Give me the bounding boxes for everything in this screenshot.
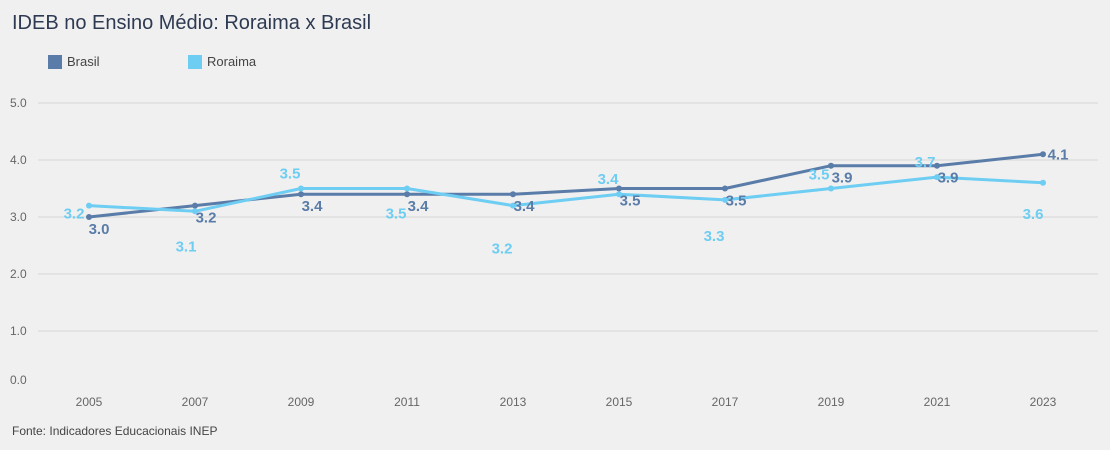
data-label-brasil: 3.9 xyxy=(832,170,853,187)
data-label-brasil: 3.5 xyxy=(726,193,747,210)
legend-swatch-brasil xyxy=(48,54,62,69)
x-tick-label: 2017 xyxy=(712,395,739,409)
legend-item-roraima[interactable]: Roraima xyxy=(188,54,256,69)
data-point-roraima[interactable] xyxy=(616,191,622,198)
data-label-brasil: 3.2 xyxy=(196,210,217,227)
data-label-roraima: 3.5 xyxy=(386,206,407,223)
x-tick-label: 2009 xyxy=(288,395,315,409)
data-label-roraima: 3.3 xyxy=(704,228,725,245)
y-tick-label: 5.0 xyxy=(10,96,27,110)
y-tick-label: 0.0 xyxy=(10,373,27,387)
data-label-roraima: 3.5 xyxy=(809,167,830,184)
data-point-brasil[interactable] xyxy=(86,214,92,220)
data-point-roraima[interactable] xyxy=(86,202,92,209)
series-line-roraima xyxy=(88,175,1044,213)
data-label-brasil: 3.4 xyxy=(302,198,324,215)
data-label-brasil: 3.0 xyxy=(89,221,110,238)
data-label-roraima: 3.2 xyxy=(64,206,85,223)
data-label-brasil: 3.4 xyxy=(408,198,430,215)
x-tick-label: 2021 xyxy=(924,395,951,409)
data-point-brasil[interactable] xyxy=(828,162,834,169)
y-tick-label: 1.0 xyxy=(10,324,27,338)
y-tick-label: 4.0 xyxy=(10,153,27,167)
chart-title: IDEB no Ensino Médio: Roraima x Brasil xyxy=(12,12,372,34)
legend-item-brasil[interactable]: Brasil xyxy=(48,54,100,69)
data-label-roraima: 3.1 xyxy=(176,238,197,255)
data-label-brasil: 3.9 xyxy=(938,170,959,187)
data-label-roraima: 3.7 xyxy=(915,154,936,171)
data-point-roraima[interactable] xyxy=(298,185,304,192)
data-point-roraima[interactable] xyxy=(1040,179,1046,186)
source-note: Fonte: Indicadores Educacionais INEP xyxy=(12,424,218,438)
data-point-brasil[interactable] xyxy=(616,185,622,192)
data-label-brasil: 3.4 xyxy=(514,198,536,215)
data-point-brasil[interactable] xyxy=(510,191,516,198)
y-tick-label: 2.0 xyxy=(10,267,27,281)
legend-label-roraima: Roraima xyxy=(207,54,257,69)
y-tick-label: 3.0 xyxy=(10,210,27,224)
x-tick-label: 2019 xyxy=(818,395,845,409)
x-tick-label: 2005 xyxy=(76,395,103,409)
data-point-brasil[interactable] xyxy=(404,191,410,198)
data-point-brasil[interactable] xyxy=(934,162,940,169)
data-label-roraima: 3.5 xyxy=(280,166,301,183)
data-point-roraima[interactable] xyxy=(722,196,728,203)
data-label-roraima: 3.4 xyxy=(598,171,620,188)
x-tick-label: 2013 xyxy=(500,395,527,409)
data-point-brasil[interactable] xyxy=(298,191,304,198)
x-tick-label: 2023 xyxy=(1030,395,1057,409)
data-point-roraima[interactable] xyxy=(404,185,410,192)
data-point-roraima[interactable] xyxy=(934,174,940,181)
legend-swatch-roraima xyxy=(188,54,202,69)
data-point-roraima[interactable] xyxy=(828,185,834,192)
x-tick-label: 2007 xyxy=(182,395,209,409)
series-line-brasil xyxy=(88,152,1044,219)
data-point-roraima[interactable] xyxy=(192,208,198,215)
data-label-roraima: 3.2 xyxy=(492,241,513,258)
data-label-roraima: 3.6 xyxy=(1023,206,1044,223)
data-label-brasil: 4.1 xyxy=(1048,146,1069,163)
data-point-brasil[interactable] xyxy=(1040,151,1046,158)
data-point-roraima[interactable] xyxy=(510,202,516,209)
data-point-brasil[interactable] xyxy=(192,202,198,209)
legend-label-brasil: Brasil xyxy=(67,54,100,69)
x-tick-label: 2011 xyxy=(394,395,420,409)
data-point-brasil[interactable] xyxy=(722,185,728,192)
data-label-brasil: 3.5 xyxy=(620,193,641,210)
x-tick-label: 2015 xyxy=(606,395,633,409)
